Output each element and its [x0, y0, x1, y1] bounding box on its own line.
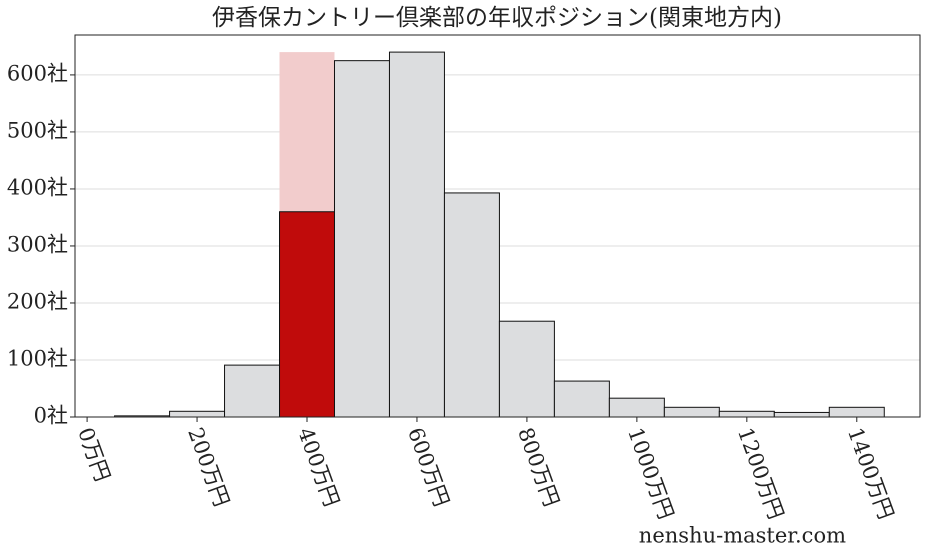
- bar: [663, 406, 720, 418]
- bar: [498, 320, 555, 418]
- y-tick-label: 600社: [7, 61, 68, 85]
- x-tick-label: 1400万円: [843, 424, 898, 522]
- bar: [443, 192, 500, 418]
- bar: [608, 397, 665, 418]
- watermark: nenshu-master.com: [639, 524, 846, 548]
- y-tick-label: 100社: [7, 346, 68, 370]
- y-tick-label: 200社: [7, 289, 68, 313]
- bar: [279, 211, 335, 418]
- bar: [333, 60, 390, 418]
- x-tick-label: 200万円: [183, 424, 234, 509]
- bar: [773, 411, 830, 418]
- y-tick-label: 500社: [7, 118, 68, 142]
- y-tick-label: 400社: [7, 175, 68, 199]
- bar: [718, 410, 775, 418]
- bar: [828, 406, 885, 418]
- x-tick-label: 600万円: [403, 424, 454, 509]
- chart-title: 伊香保カントリー倶楽部の年収ポジション(関東地方内): [212, 5, 782, 31]
- y-tick-label: 0社: [34, 404, 68, 428]
- x-tick-label: 0万円: [73, 424, 114, 484]
- x-tick-label: 1200万円: [733, 424, 788, 522]
- bar: [388, 51, 445, 418]
- plot-frame: [74, 34, 921, 418]
- bar: [553, 380, 610, 418]
- bar: [224, 364, 281, 418]
- x-tick-label: 800万円: [513, 424, 564, 509]
- bar: [169, 410, 226, 418]
- x-tick-label: 400万円: [293, 424, 344, 509]
- x-tick-label: 1000万円: [623, 424, 678, 522]
- y-tick-label: 300社: [7, 232, 68, 256]
